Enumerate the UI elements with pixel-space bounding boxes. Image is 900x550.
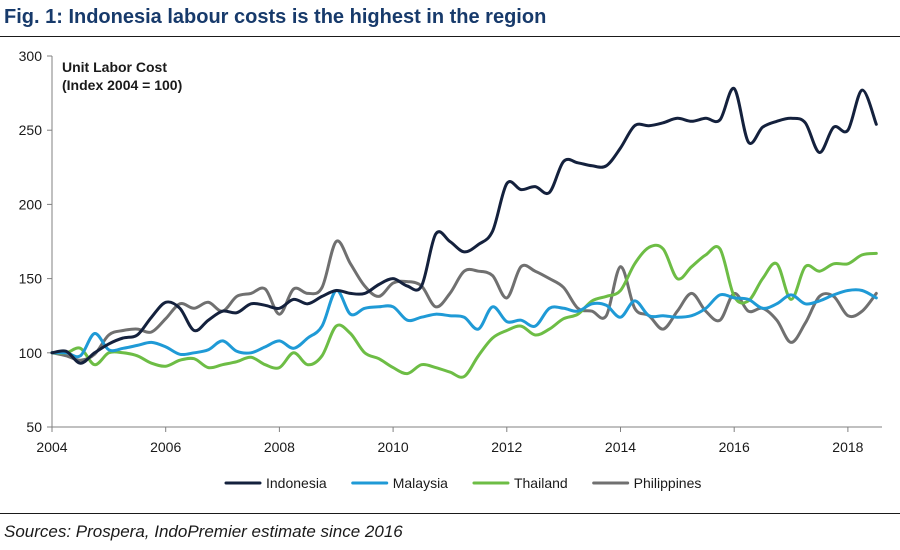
series-line-philippines [50,239,878,362]
y-axis-title: Unit Labor Cost (Index 2004 = 100) [62,59,182,93]
y-tick-label: 250 [19,122,43,138]
x-tick-label: 2008 [264,439,295,455]
y-tick-label: 150 [19,271,43,287]
y-axis-title-line: Unit Labor Cost [62,59,167,75]
y-tick-label: 100 [19,345,43,361]
chart-series [50,87,878,379]
x-tick-label: 2006 [150,439,181,455]
x-tick-label: 2014 [605,439,636,455]
y-axis-title-line: (Index 2004 = 100) [62,77,182,93]
legend-label-thailand: Thailand [514,475,568,491]
legend-label-malaysia: Malaysia [393,475,448,491]
title-divider [0,36,900,37]
series-line-indonesia [50,87,878,365]
source-note: Sources: Prospera, IndoPremier estimate … [4,522,403,541]
y-tick-label: 50 [26,419,42,435]
legend-label-philippines: Philippines [634,475,702,491]
chart-axes: 50 100 150 200 250 300 2004 2006 2008 2010 2012 201… [19,48,882,455]
x-tick-label: 2010 [378,439,409,455]
footer-divider [0,513,900,514]
series-line-thailand [50,243,878,379]
x-tick-label: 2016 [719,439,750,455]
chart-legend: Indonesia Malaysia Thailand Philippines [224,475,702,491]
x-tick-label: 2018 [832,439,863,455]
series-line-malaysia [50,288,878,359]
x-tick-label: 2012 [491,439,522,455]
y-tick-label: 300 [19,48,43,64]
y-tick-label: 200 [19,196,43,212]
figure-title: Fig. 1: Indonesia labour costs is the hi… [4,6,547,28]
x-tick-label: 2004 [36,439,67,455]
legend-label-indonesia: Indonesia [266,475,327,491]
